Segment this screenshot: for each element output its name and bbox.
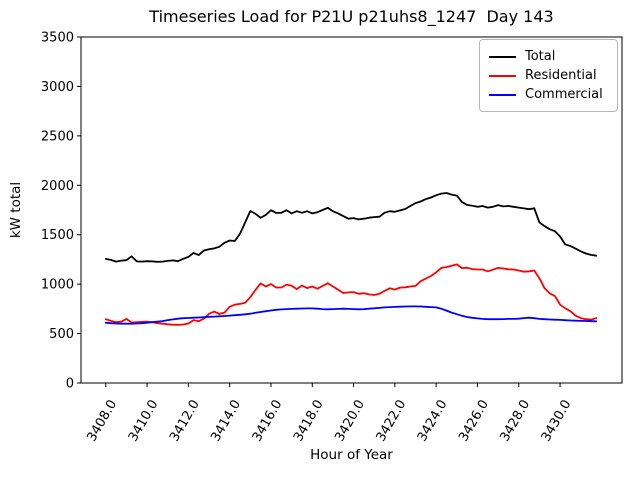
commercial-line-sample	[489, 93, 516, 96]
x-tick-label: 3426.0	[456, 398, 492, 445]
y-tick-label: 3000	[41, 80, 74, 95]
total-line-sample	[489, 55, 516, 58]
residential-line-sample	[489, 74, 516, 77]
y-tick-label: 1500	[41, 228, 74, 243]
x-tick-label: 3410.0	[126, 398, 162, 445]
x-tick-label: 3430.0	[539, 398, 575, 445]
legend-entry-residential: Residential	[489, 66, 608, 85]
chart-title: Timeseries Load for P21U p21uhs8_1247 Da…	[149, 7, 554, 26]
y-tick-label: 1000	[41, 278, 74, 293]
legend-label-total: Total	[525, 49, 556, 64]
series-line-total	[104, 192, 598, 263]
x-tick-label: 3416.0	[250, 398, 286, 445]
x-tick-label: 3420.0	[332, 398, 368, 445]
x-tick-label: 3422.0	[374, 398, 410, 445]
legend-entry-total: Total	[489, 47, 608, 66]
y-tick-label: 2500	[41, 129, 74, 144]
legend-entry-commercial: Commercial	[489, 85, 608, 104]
x-tick-label: 3428.0	[497, 398, 533, 445]
series-line-commercial	[104, 305, 598, 325]
x-tick-label: 3418.0	[291, 398, 327, 445]
y-tick-label: 500	[49, 327, 74, 342]
legend: Total Residential Commercial	[479, 39, 618, 112]
x-tick-label: 3414.0	[208, 398, 244, 445]
y-tick-label: 2000	[41, 179, 74, 194]
x-tick-label: 3408.0	[85, 398, 121, 445]
legend-label-residential: Residential	[525, 68, 597, 83]
y-tick-label: 3500	[41, 31, 74, 46]
axes-frame	[80, 36, 623, 384]
x-tick-label: 3424.0	[415, 398, 451, 445]
x-axis-label: Hour of Year	[310, 447, 393, 463]
y-tick-label: 0	[66, 377, 74, 392]
legend-label-commercial: Commercial	[525, 87, 603, 102]
series-line-residential	[104, 263, 598, 326]
x-tick-label: 3412.0	[167, 398, 203, 445]
